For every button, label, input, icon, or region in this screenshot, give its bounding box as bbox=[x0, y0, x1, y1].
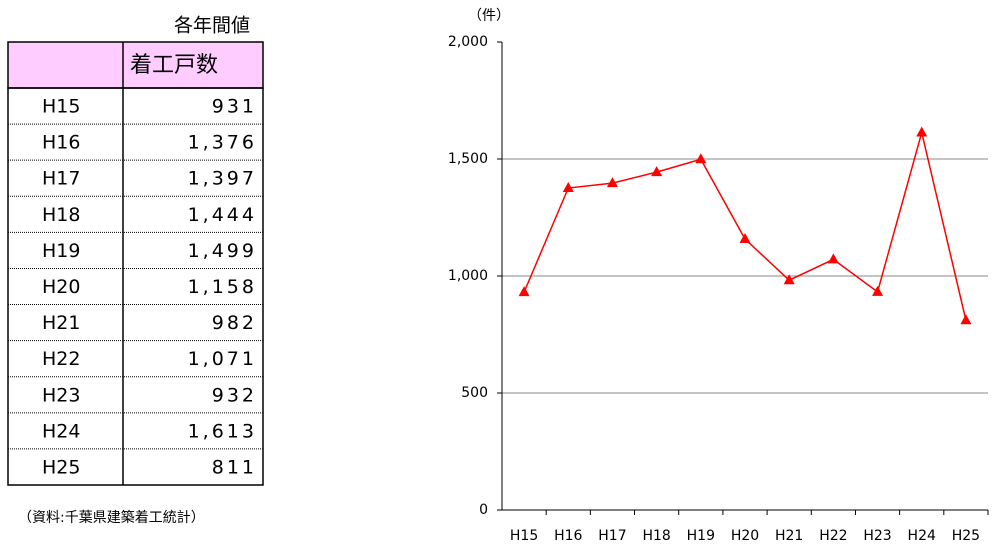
x-tick-label: H22 bbox=[819, 528, 847, 544]
marker bbox=[960, 314, 972, 325]
marker bbox=[739, 233, 751, 244]
table-cell: H19 bbox=[42, 240, 80, 262]
table-cell: H17 bbox=[42, 168, 80, 190]
x-tick-label: H24 bbox=[908, 528, 936, 544]
marker bbox=[827, 253, 839, 264]
table-cell: 1,071 bbox=[188, 348, 257, 370]
marker bbox=[651, 166, 663, 177]
line bbox=[523, 132, 967, 321]
x-tick-label: H15 bbox=[510, 528, 538, 544]
y-axis-label: （件） bbox=[468, 8, 510, 24]
table-cell: H15 bbox=[42, 96, 80, 118]
marker bbox=[562, 182, 574, 193]
table-cell: H25 bbox=[42, 456, 80, 478]
x-tick-label: H21 bbox=[775, 528, 803, 544]
marker bbox=[518, 286, 530, 297]
table-cell: H24 bbox=[42, 420, 80, 442]
marker bbox=[916, 126, 928, 137]
table-header-bg bbox=[7, 41, 264, 89]
table-cell: H22 bbox=[42, 348, 80, 370]
x-tick-label: H19 bbox=[687, 528, 715, 544]
table-cell: 982 bbox=[212, 312, 257, 334]
table-cell: 1,613 bbox=[188, 420, 257, 442]
y-tick-label: 0 bbox=[479, 502, 488, 518]
y-tick-label: 1,500 bbox=[448, 151, 488, 167]
y-tick-label: 2,000 bbox=[448, 34, 488, 50]
table-cell: H18 bbox=[42, 204, 80, 226]
marker bbox=[783, 274, 795, 285]
table-cell: 1,376 bbox=[188, 132, 257, 154]
table-cell: 811 bbox=[212, 456, 257, 478]
table-cell: H20 bbox=[42, 276, 80, 298]
x-tick-label: H18 bbox=[642, 528, 670, 544]
x-tick-label: H17 bbox=[598, 528, 626, 544]
table-title: 各年間値 bbox=[174, 15, 250, 37]
x-tick-label: H20 bbox=[731, 528, 759, 544]
table-cell: H21 bbox=[42, 312, 80, 334]
x-tick-label: H23 bbox=[863, 528, 891, 544]
marker bbox=[606, 177, 618, 188]
table-cell: 932 bbox=[212, 384, 257, 406]
source-note: （資料:千葉県建築着工統計） bbox=[18, 510, 205, 526]
table-cell: 1,499 bbox=[188, 240, 257, 262]
marker bbox=[872, 285, 884, 296]
y-tick-label: 1,000 bbox=[448, 268, 488, 284]
table-cell: 1,158 bbox=[188, 276, 257, 298]
table-cell: H16 bbox=[42, 132, 80, 154]
table-border bbox=[7, 87, 264, 486]
marker bbox=[695, 153, 707, 164]
table-cell: H23 bbox=[42, 384, 80, 406]
x-tick-label: H16 bbox=[554, 528, 582, 544]
x-tick-label: H25 bbox=[952, 528, 980, 544]
table-header: 着工戸数 bbox=[130, 53, 218, 78]
table-cell: 1,397 bbox=[188, 168, 257, 190]
table-cell: 1,444 bbox=[188, 204, 257, 226]
y-tick-label: 500 bbox=[461, 385, 488, 401]
table-cell: 931 bbox=[212, 96, 257, 118]
